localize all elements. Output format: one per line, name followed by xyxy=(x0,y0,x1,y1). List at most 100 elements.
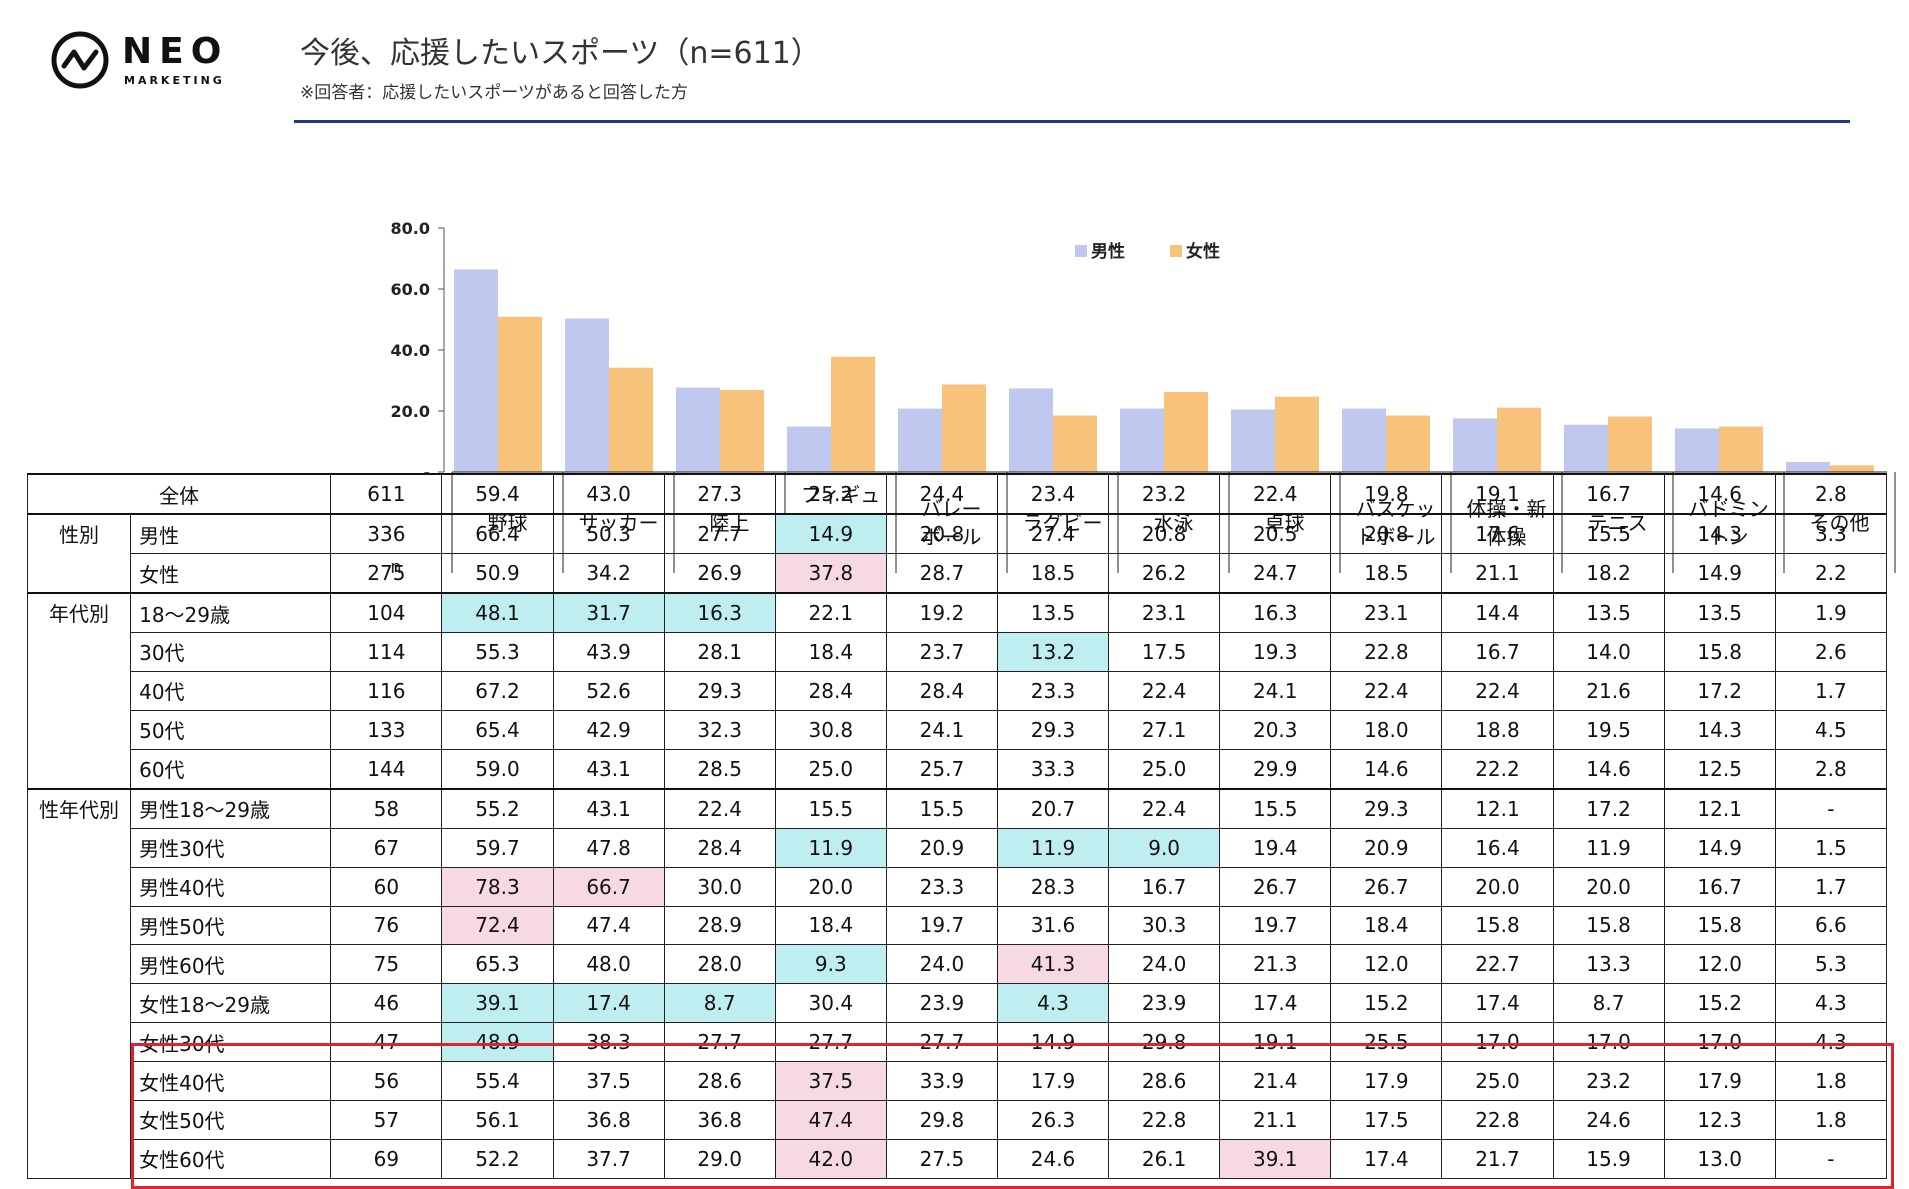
value-cell: 17.4 xyxy=(1330,1138,1443,1180)
value-cell: 28.0 xyxy=(663,944,776,985)
value-cell: 18.4 xyxy=(1330,905,1443,946)
value-cell: 19.7 xyxy=(885,905,998,946)
value-cell: 50.3 xyxy=(552,513,665,555)
value-cell: 28.9 xyxy=(663,905,776,946)
value-cell: 25.7 xyxy=(885,748,998,790)
n-cell: 47 xyxy=(330,1022,443,1063)
legend-label: 女性 xyxy=(1186,241,1220,262)
bar-male xyxy=(787,426,831,472)
value-cell: 15.8 xyxy=(1552,905,1665,946)
value-cell: 25.0 xyxy=(1108,748,1221,790)
value-cell: 29.0 xyxy=(663,1138,776,1180)
bar-male xyxy=(1786,461,1830,472)
value-cell: 17.6 xyxy=(1441,513,1554,555)
value-cell: 14.9 xyxy=(774,513,887,555)
value-cell: 30.4 xyxy=(774,983,887,1024)
n-cell: 60 xyxy=(330,866,443,907)
bar-female xyxy=(498,316,542,472)
value-cell: 18.8 xyxy=(1441,709,1554,750)
row-label: 男性18～29歳 xyxy=(130,787,332,829)
value-cell: 26.9 xyxy=(663,553,776,594)
value-cell: 22.4 xyxy=(1330,670,1443,711)
value-cell: 22.4 xyxy=(1441,670,1554,711)
value-cell: 20.8 xyxy=(885,513,998,555)
value-cell: 55.4 xyxy=(441,1061,554,1102)
row-group-label: 性別 xyxy=(26,513,132,594)
value-cell: 16.3 xyxy=(1219,592,1332,634)
bar-male xyxy=(676,387,720,472)
value-cell: 59.4 xyxy=(441,472,554,515)
value-cell: 19.1 xyxy=(1441,472,1554,515)
value-cell: 24.6 xyxy=(996,1138,1110,1180)
value-cell: 19.5 xyxy=(1552,709,1665,750)
value-cell: 23.7 xyxy=(885,632,998,672)
value-cell: 4.3 xyxy=(996,983,1110,1024)
value-cell: 30.8 xyxy=(774,709,887,750)
value-cell: 13.2 xyxy=(996,632,1110,672)
value-cell: 20.7 xyxy=(996,787,1110,829)
n-cell: 611 xyxy=(330,472,443,515)
value-cell: 65.3 xyxy=(441,944,554,985)
value-cell: 21.1 xyxy=(1219,1100,1332,1140)
value-cell: 27.4 xyxy=(996,513,1110,555)
header-divider xyxy=(294,120,1850,123)
value-cell: 15.5 xyxy=(774,787,887,829)
pulse-circle-icon xyxy=(51,31,109,89)
row-label: 女性40代 xyxy=(130,1061,332,1102)
value-cell: 17.0 xyxy=(1441,1022,1554,1063)
row-label: 女性60代 xyxy=(130,1138,332,1180)
value-cell: 41.3 xyxy=(996,944,1110,985)
brand-name: NEO xyxy=(122,31,229,72)
value-cell: 28.7 xyxy=(885,553,998,594)
value-cell: 27.7 xyxy=(663,513,776,555)
value-cell: 13.5 xyxy=(996,592,1110,634)
value-cell: 15.8 xyxy=(1663,905,1776,946)
value-cell: 59.0 xyxy=(441,748,554,790)
value-cell: 12.0 xyxy=(1663,944,1776,985)
bar-male xyxy=(1231,409,1275,472)
value-cell: 24.1 xyxy=(1219,670,1332,711)
bar-male xyxy=(1009,388,1053,472)
value-cell: 1.9 xyxy=(1774,592,1888,634)
value-cell: 47.8 xyxy=(552,827,665,868)
value-cell: 17.0 xyxy=(1663,1022,1776,1063)
row-label: 男性50代 xyxy=(130,905,332,946)
value-cell: 25.0 xyxy=(1441,1061,1554,1102)
n-cell: 56 xyxy=(330,1061,443,1102)
row-label: 40代 xyxy=(130,670,332,711)
table-row: 性別 男性 336 66.4 50.3 27.7 14.9 20.8 27.4 20.8 20.5 2… xyxy=(26,513,1888,594)
value-cell: 17.4 xyxy=(552,983,665,1024)
value-cell: 27.1 xyxy=(1108,709,1221,750)
value-cell: 24.6 xyxy=(1552,1100,1665,1140)
table-row: 女性40代 56 55.4 37.5 28.6 37.5 33.9 17.9 28.6 21.4 1… xyxy=(28,1061,1888,1102)
bar-male xyxy=(454,269,498,472)
value-cell: 28.4 xyxy=(774,670,887,711)
value-cell: 23.2 xyxy=(1108,472,1221,515)
value-cell: 21.7 xyxy=(1441,1138,1554,1180)
value-cell: 31.7 xyxy=(552,592,665,634)
value-cell: 28.3 xyxy=(996,866,1110,907)
value-cell: 14.6 xyxy=(1330,748,1443,790)
row-label: 男性60代 xyxy=(130,944,332,985)
bar-female xyxy=(1719,426,1763,472)
value-cell: 5.3 xyxy=(1774,944,1888,985)
value-cell: 67.2 xyxy=(441,670,554,711)
value-cell: 9.3 xyxy=(774,944,887,985)
value-cell: - xyxy=(1774,787,1888,829)
value-cell: 66.7 xyxy=(552,866,665,907)
value-cell: 2.2 xyxy=(1774,553,1888,594)
bar-female xyxy=(1608,416,1652,472)
n-cell: 104 xyxy=(330,592,443,634)
table-row: 女性30代 47 48.9 38.3 27.7 27.7 27.7 14.9 29.8 19.1 2… xyxy=(28,1022,1888,1063)
value-cell: 19.8 xyxy=(1330,472,1443,515)
value-cell: 22.7 xyxy=(1441,944,1554,985)
value-cell: 39.1 xyxy=(441,983,554,1024)
value-cell: 18.5 xyxy=(1330,553,1443,594)
value-cell: 24.1 xyxy=(885,709,998,750)
legend-swatch xyxy=(1170,245,1182,257)
n-cell: 336 xyxy=(330,513,443,555)
value-cell: 23.1 xyxy=(1330,592,1443,634)
value-cell: 21.1 xyxy=(1441,553,1554,594)
value-cell: 24.0 xyxy=(1108,944,1221,985)
